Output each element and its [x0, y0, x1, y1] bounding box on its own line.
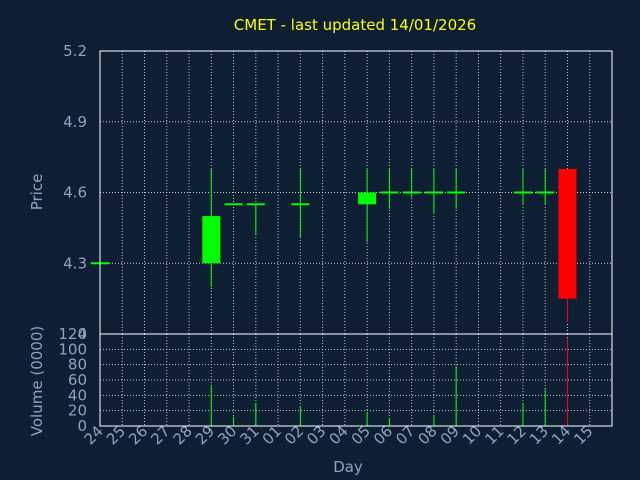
candle-body	[202, 216, 221, 264]
price-tick-label: 4.9	[63, 113, 87, 131]
candle-body	[246, 203, 265, 206]
candle-body	[447, 191, 466, 194]
volume-tick-label: 100	[58, 340, 87, 358]
price-tick-label: 4	[77, 325, 87, 343]
candle-body	[224, 203, 243, 206]
volume-panel-frame	[99, 333, 613, 427]
chart-title: CMET - last updated 14/01/2026	[234, 16, 476, 34]
volume-tick-label: 60	[68, 371, 87, 389]
volume-tick-label: 80	[68, 356, 87, 374]
candle-body	[424, 191, 443, 194]
candle-body	[380, 191, 399, 194]
price-axis-label: Price	[28, 174, 46, 211]
volume-tick-label: 40	[68, 386, 87, 404]
volume-tick-label: 0	[77, 417, 87, 435]
volume-tick-label: 20	[68, 402, 87, 420]
price-tick-label: 4.3	[63, 254, 87, 272]
volume-tick-label: 120	[58, 325, 87, 343]
volume-bars	[210, 337, 568, 426]
price-tick-label: 5.2	[63, 42, 87, 60]
candle-body	[358, 192, 377, 205]
candle-body	[402, 191, 421, 194]
price-tick-label: 4.6	[63, 184, 87, 202]
candle-body	[558, 168, 577, 299]
candle-body	[513, 191, 532, 194]
x-axis-label: Day	[333, 458, 363, 476]
volume-axis-label: Volume (0000)	[28, 326, 46, 436]
price-candles	[91, 168, 577, 323]
price-tick-labels: 5.2 4.9 4.6 4.3 4	[63, 42, 87, 343]
candle-body	[536, 191, 555, 194]
candle-body	[291, 203, 310, 206]
